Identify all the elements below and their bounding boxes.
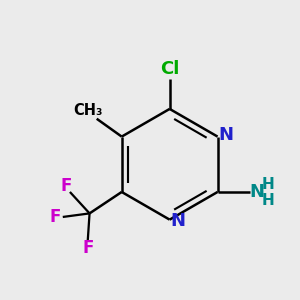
Text: Cl: Cl [160, 60, 179, 78]
Text: F: F [49, 208, 61, 226]
Text: F: F [61, 176, 72, 194]
Text: F: F [82, 239, 94, 257]
Text: H: H [262, 177, 275, 192]
Text: H: H [262, 194, 275, 208]
Text: CH₃: CH₃ [73, 103, 103, 118]
Text: N: N [218, 126, 233, 144]
Text: N: N [170, 212, 185, 230]
Text: N: N [249, 183, 264, 201]
